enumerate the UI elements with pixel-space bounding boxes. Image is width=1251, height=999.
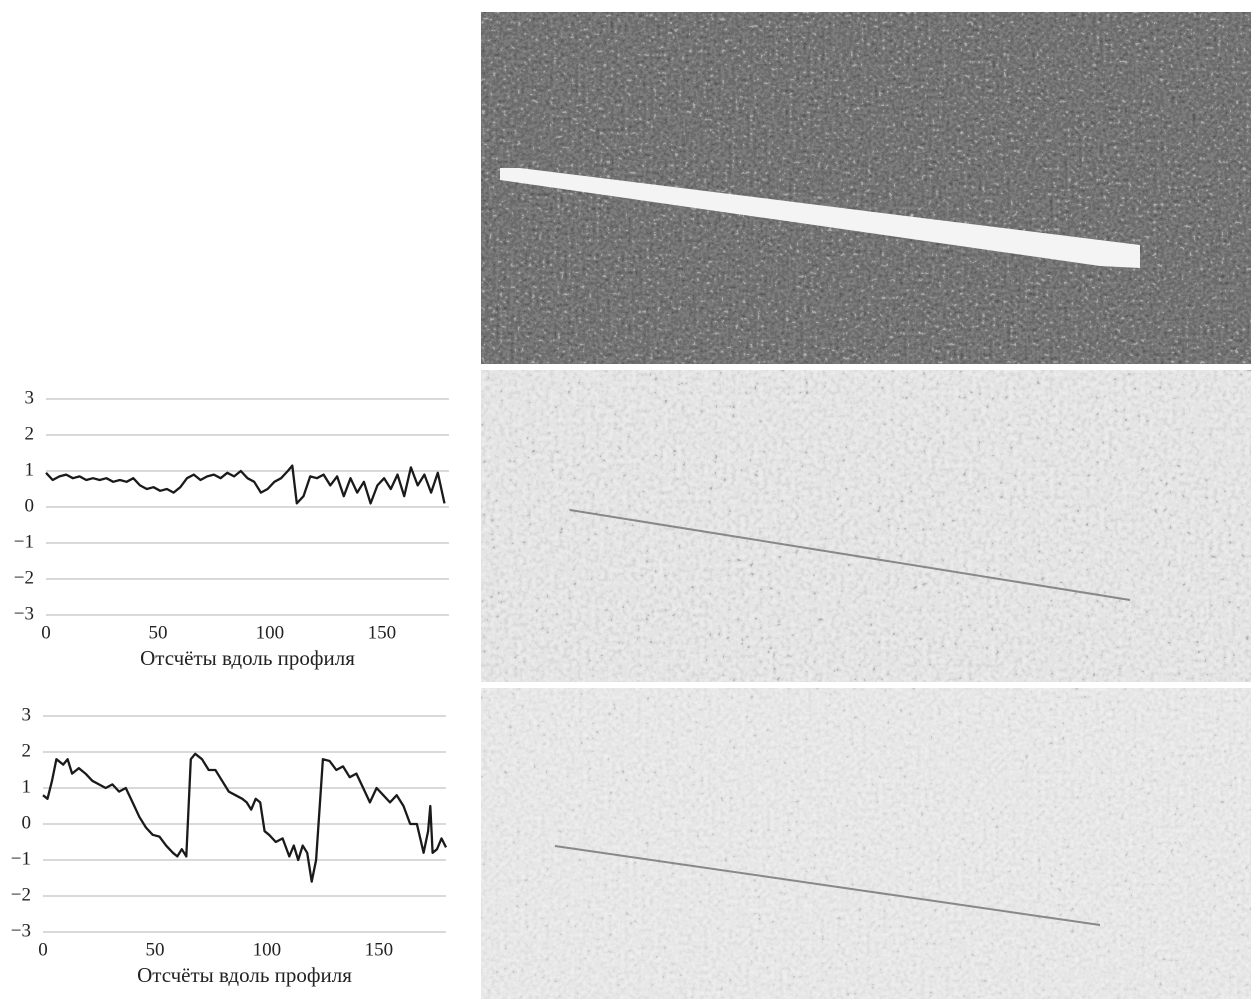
x-tick-label: 0 [41,622,51,643]
y-tick-label: 1 [25,459,35,480]
x-tick-label: 50 [148,622,167,643]
y-tick-label: 2 [25,423,35,444]
x-tick-label: 100 [256,622,285,643]
x-axis-label: Отсчёты вдоль профиля [140,646,355,670]
x-tick-label: 0 [38,939,48,960]
y-tick-label: 1 [22,776,32,797]
image-noise [481,688,1251,999]
y-tick-label: 3 [22,704,32,725]
figure: −3−2−10123050100150Отсчёты вдоль профиля… [0,0,1251,999]
y-tick-label: −3 [11,920,31,941]
y-tick-label: −1 [14,531,34,552]
image-amplitude [481,12,1251,364]
y-tick-label: −1 [11,848,31,869]
x-axis-label: Отсчёты вдоль профиля [137,963,352,987]
x-tick-label: 150 [365,939,394,960]
y-tick-label: 0 [25,495,35,516]
x-tick-label: 100 [253,939,282,960]
x-tick-label: 150 [368,622,397,643]
y-tick-label: −3 [14,603,34,624]
image-phase-2 [481,688,1251,999]
y-tick-label: 0 [22,812,32,833]
x-tick-label: 50 [145,939,164,960]
y-tick-label: −2 [11,884,31,905]
y-tick-label: 2 [22,740,32,761]
image-noise [481,370,1251,682]
data-line [43,754,446,882]
y-tick-label: −2 [14,567,34,588]
image-phase-1 [481,370,1251,682]
y-tick-label: 3 [25,387,35,408]
